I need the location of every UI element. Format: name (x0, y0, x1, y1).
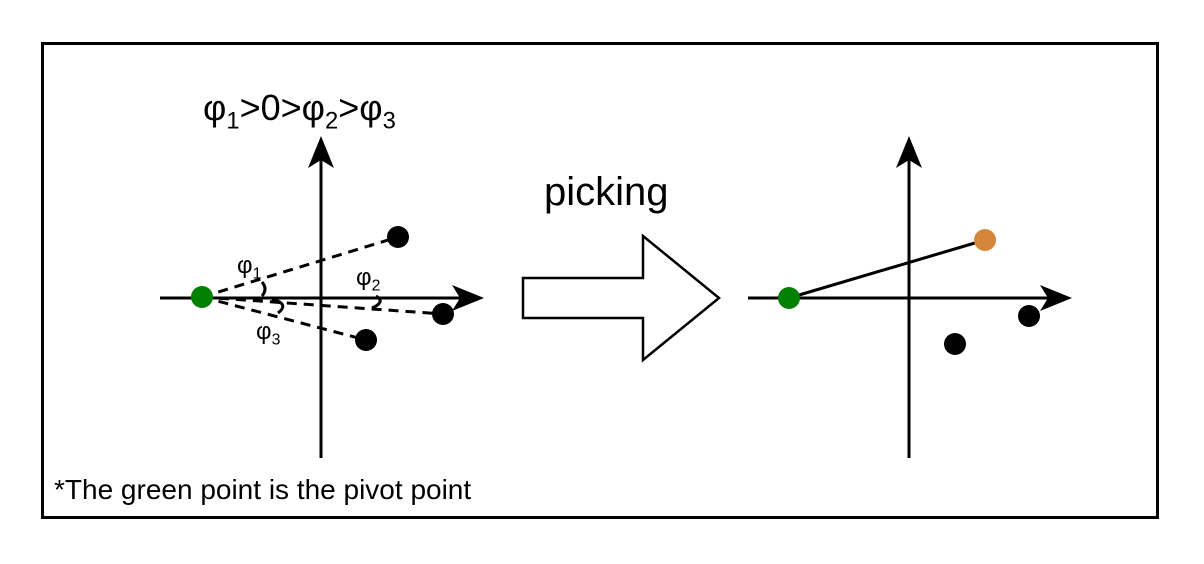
right-point-3 (944, 333, 966, 355)
right-pivot-point (778, 287, 800, 309)
angle-arc-2 (371, 294, 382, 310)
dashed-line-2 (201, 295, 444, 316)
angle-arc-1 (260, 281, 267, 297)
transition-arrow (521, 233, 721, 363)
dashed-line-3 (201, 295, 367, 342)
angle-label-2: φ2 (356, 264, 381, 295)
left-panel (160, 136, 484, 458)
right-point-2 (1018, 305, 1040, 327)
point-3 (355, 329, 377, 351)
left-y-axis-arrowhead (308, 136, 334, 168)
left-x-axis-arrowhead (452, 285, 484, 311)
picked-point (974, 229, 996, 251)
angle-arc-3 (271, 297, 285, 315)
picking-label: picking (544, 170, 669, 214)
angle-label-3: φ3 (256, 318, 281, 349)
diagram-frame (41, 42, 1159, 519)
pivot-footnote: *The green point is the pivot point (54, 474, 472, 505)
point-2 (432, 303, 454, 325)
right-x-axis-arrowhead (1040, 285, 1072, 311)
angle-label-1: φ1 (237, 252, 262, 283)
point-1 (387, 226, 409, 248)
right-panel (748, 136, 1072, 458)
pivot-point (191, 286, 213, 308)
picked-line (788, 238, 986, 300)
right-y-axis-arrowhead (896, 136, 922, 168)
angle-ordering-title: φ1>0>φ2>φ3 (203, 87, 396, 135)
dashed-line-1 (201, 235, 399, 299)
